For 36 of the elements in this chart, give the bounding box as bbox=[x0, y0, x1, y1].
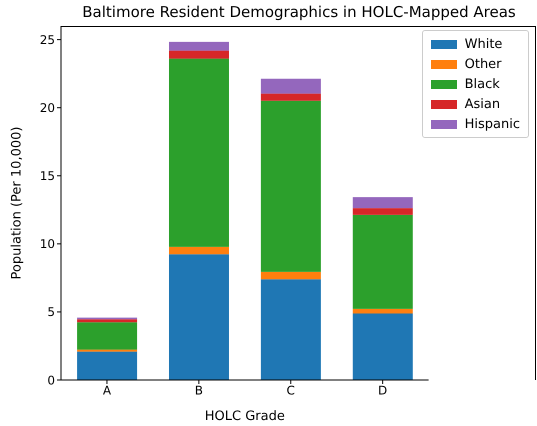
bar bbox=[352, 197, 413, 208]
bar bbox=[168, 254, 229, 380]
bar bbox=[352, 314, 413, 380]
bar bbox=[260, 100, 321, 272]
y-tick-label: 5 bbox=[47, 305, 55, 320]
legend-label: Black bbox=[464, 76, 500, 92]
bar bbox=[168, 246, 229, 254]
bar bbox=[260, 279, 321, 380]
x-tick-label: C bbox=[286, 384, 295, 398]
x-tick-label: B bbox=[194, 384, 203, 398]
y-tick-label: 0 bbox=[47, 373, 55, 388]
legend-label: White bbox=[464, 36, 502, 52]
x-axis-title: HOLC Grade bbox=[204, 409, 285, 424]
bar bbox=[352, 208, 413, 215]
y-tick-label: 25 bbox=[40, 32, 55, 47]
legend-label: Hispanic bbox=[464, 116, 520, 132]
bar bbox=[352, 214, 413, 309]
legend-label: Other bbox=[464, 56, 502, 72]
bar bbox=[168, 42, 229, 51]
bar bbox=[352, 308, 413, 314]
bar bbox=[168, 58, 229, 247]
legend-label: Asian bbox=[464, 96, 500, 112]
chart-title: Baltimore Resident Demographics in HOLC-Mapped Areas bbox=[81, 3, 517, 21]
bar bbox=[168, 50, 229, 59]
y-tick-label: 10 bbox=[40, 237, 55, 252]
x-tick-label: D bbox=[378, 384, 388, 398]
bar bbox=[77, 322, 138, 350]
bar bbox=[77, 352, 138, 380]
bar bbox=[260, 94, 321, 101]
bar bbox=[260, 78, 321, 94]
x-tick-label: A bbox=[102, 384, 112, 398]
y-tick-label: 20 bbox=[40, 100, 55, 115]
y-tick-label: 15 bbox=[40, 169, 55, 184]
bar bbox=[77, 319, 138, 322]
y-axis-title: Population (Per 10,000) bbox=[10, 126, 25, 280]
bar bbox=[260, 272, 321, 280]
